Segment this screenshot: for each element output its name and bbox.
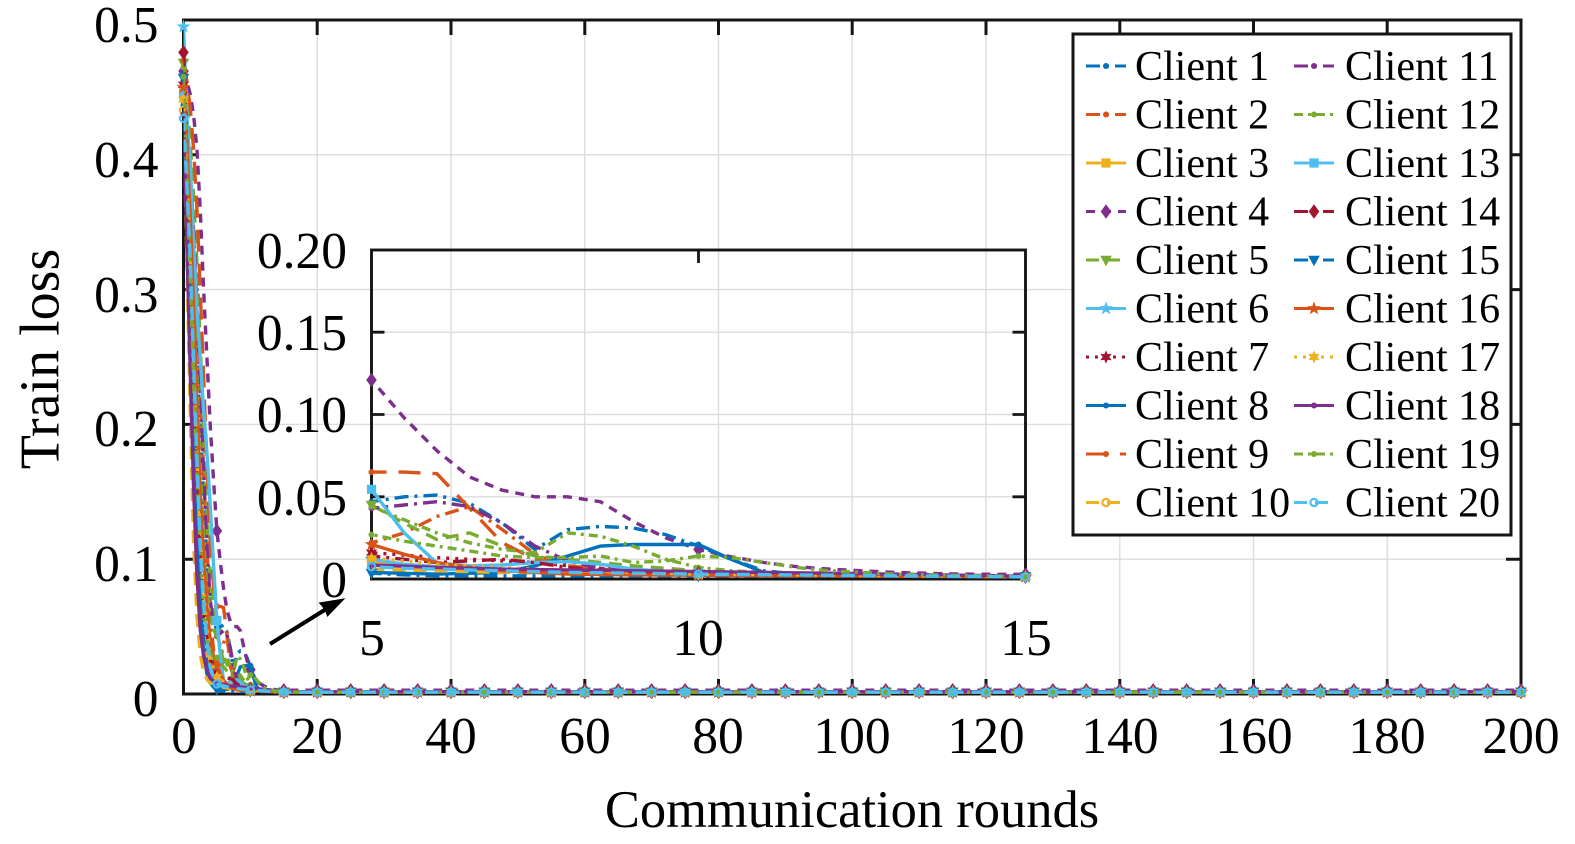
svg-text:10: 10: [672, 610, 724, 667]
svg-text:Client 12: Client 12: [1345, 93, 1500, 139]
svg-text:0.1: 0.1: [94, 536, 158, 593]
svg-text:Client 13: Client 13: [1345, 141, 1500, 187]
svg-text:Client 5: Client 5: [1135, 238, 1269, 284]
svg-text:Client 14: Client 14: [1345, 190, 1500, 236]
svg-text:100: 100: [813, 708, 890, 765]
svg-text:0.5: 0.5: [94, 0, 158, 54]
svg-text:0.4: 0.4: [94, 132, 158, 189]
svg-text:60: 60: [559, 708, 611, 765]
svg-text:Client 11: Client 11: [1345, 44, 1499, 90]
svg-text:0.2: 0.2: [94, 401, 158, 458]
svg-text:0.3: 0.3: [94, 267, 158, 324]
svg-text:Client 19: Client 19: [1345, 432, 1500, 478]
svg-text:40: 40: [425, 708, 477, 765]
svg-text:Client 1: Client 1: [1135, 44, 1269, 90]
svg-text:Client 17: Client 17: [1345, 335, 1500, 381]
svg-text:Client 6: Client 6: [1135, 287, 1269, 333]
svg-text:180: 180: [1348, 708, 1425, 765]
svg-text:0: 0: [171, 708, 197, 765]
svg-text:0.05: 0.05: [257, 470, 347, 527]
svg-text:Client 10: Client 10: [1135, 481, 1290, 527]
svg-text:Communication rounds: Communication rounds: [605, 781, 1099, 839]
svg-text:Client 18: Client 18: [1345, 384, 1500, 430]
svg-text:Client 8: Client 8: [1135, 384, 1269, 430]
svg-text:Client 15: Client 15: [1345, 238, 1500, 284]
svg-text:140: 140: [1081, 708, 1158, 765]
svg-text:Client 16: Client 16: [1345, 287, 1500, 333]
svg-text:Client 20: Client 20: [1345, 481, 1500, 527]
svg-text:0.15: 0.15: [257, 305, 347, 362]
svg-text:Client 7: Client 7: [1135, 335, 1269, 381]
svg-text:Client 4: Client 4: [1135, 190, 1269, 236]
svg-text:5: 5: [359, 610, 385, 667]
svg-text:Client 2: Client 2: [1135, 93, 1269, 139]
svg-text:Client 3: Client 3: [1135, 141, 1269, 187]
svg-text:Client 9: Client 9: [1135, 432, 1269, 478]
svg-text:0.10: 0.10: [257, 387, 347, 444]
svg-text:15: 15: [1000, 610, 1052, 667]
svg-text:80: 80: [692, 708, 744, 765]
svg-text:Train loss: Train loss: [9, 249, 71, 469]
svg-text:160: 160: [1215, 708, 1292, 765]
svg-text:0: 0: [133, 671, 159, 728]
svg-text:120: 120: [947, 708, 1024, 765]
svg-text:200: 200: [1482, 708, 1559, 765]
svg-text:20: 20: [291, 708, 343, 765]
svg-text:0.20: 0.20: [257, 223, 347, 280]
